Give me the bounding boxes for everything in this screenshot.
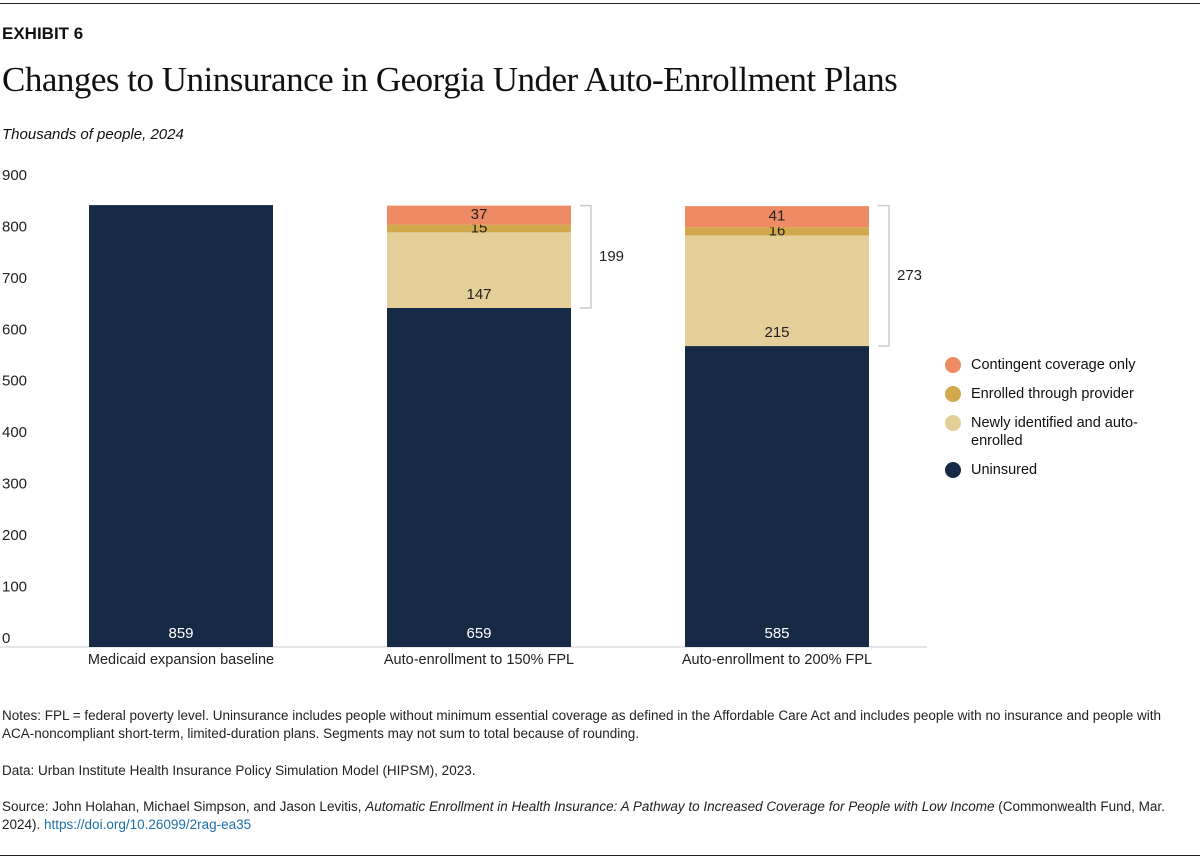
source-text: (Commonwealth Fund, Mar. 2024). xyxy=(2,799,1165,832)
y-tick-label: 500 xyxy=(2,373,27,390)
y-tick-label: 700 xyxy=(2,270,27,287)
legend-swatch xyxy=(945,386,961,402)
value-label: 859 xyxy=(168,625,193,642)
legend-label: Enrolled through provider xyxy=(971,386,1134,402)
value-label: 585 xyxy=(764,625,789,642)
bar-segment xyxy=(387,232,571,308)
bracket xyxy=(878,204,890,347)
bar-segment xyxy=(685,206,869,228)
bar-segment xyxy=(685,235,869,347)
bracket-label: 199 xyxy=(599,248,624,265)
y-tick-label: 0 xyxy=(2,630,10,647)
legend-label: Uninsured xyxy=(971,462,1038,478)
legend-item: Uninsured xyxy=(945,461,1145,479)
exhibit-label: EXHIBIT 6 xyxy=(2,24,84,43)
top-rule xyxy=(0,3,1200,4)
legend-item: Newly identified and auto-enrolled xyxy=(945,414,1145,450)
x-tick-label: Medicaid expansion baseline xyxy=(88,652,274,668)
legend-swatch xyxy=(945,357,961,373)
y-tick-label: 300 xyxy=(2,476,27,493)
value-label: 659 xyxy=(466,625,491,642)
bar-segment xyxy=(387,307,571,647)
bottom-rule xyxy=(0,855,1200,856)
source-title: Automatic Enrollment in Health Insurance… xyxy=(365,799,995,814)
source: Source: John Holahan, Michael Simpson, a… xyxy=(2,798,1182,834)
legend-swatch xyxy=(945,462,961,478)
bracket xyxy=(580,204,592,309)
bar-segment xyxy=(685,227,869,236)
source-link[interactable]: https://doi.org/10.26099/2rag-ea35 xyxy=(44,817,252,832)
y-tick-label: 400 xyxy=(2,424,27,441)
value-label: 37 xyxy=(471,206,488,223)
bar-segment xyxy=(89,205,273,647)
source-text: Source: John Holahan, Michael Simpson, a… xyxy=(2,799,366,814)
y-tick-label: 800 xyxy=(2,218,27,235)
y-tick-label: 900 xyxy=(2,167,27,184)
x-tick-label: Auto-enrollment to 200% FPL xyxy=(682,652,872,668)
y-tick-label: 100 xyxy=(2,579,27,596)
chart: 0 100 200 300 400 500 600 700 800 900 Medicaid exp… xyxy=(0,167,927,668)
bracket-label: 273 xyxy=(897,267,922,284)
legend-swatch xyxy=(945,415,961,431)
y-tick-label: 600 xyxy=(2,321,27,338)
bar-segment xyxy=(387,224,571,233)
x-tick-label: Auto-enrollment to 150% FPL xyxy=(384,652,574,668)
value-label: 215 xyxy=(764,324,789,341)
bar-segment xyxy=(387,205,571,225)
legend-item: Contingent coverage only xyxy=(945,356,1145,374)
value-label: 147 xyxy=(466,286,491,303)
y-tick-label: 200 xyxy=(2,527,27,544)
notes: Notes: FPL = federal poverty level. Unin… xyxy=(2,708,1162,741)
legend-label: Newly identified and auto-enrolled xyxy=(971,415,1138,449)
value-label: 41 xyxy=(769,208,786,225)
legend-label: Contingent coverage only xyxy=(971,357,1136,373)
data-source: Data: Urban Institute Health Insurance P… xyxy=(2,763,476,778)
bar-segment xyxy=(685,346,869,647)
legend-item: Enrolled through provider xyxy=(945,385,1145,403)
chart-subtitle: Thousands of people, 2024 xyxy=(2,126,184,143)
chart-title: Changes to Uninsurance in Georgia Under … xyxy=(2,60,898,99)
